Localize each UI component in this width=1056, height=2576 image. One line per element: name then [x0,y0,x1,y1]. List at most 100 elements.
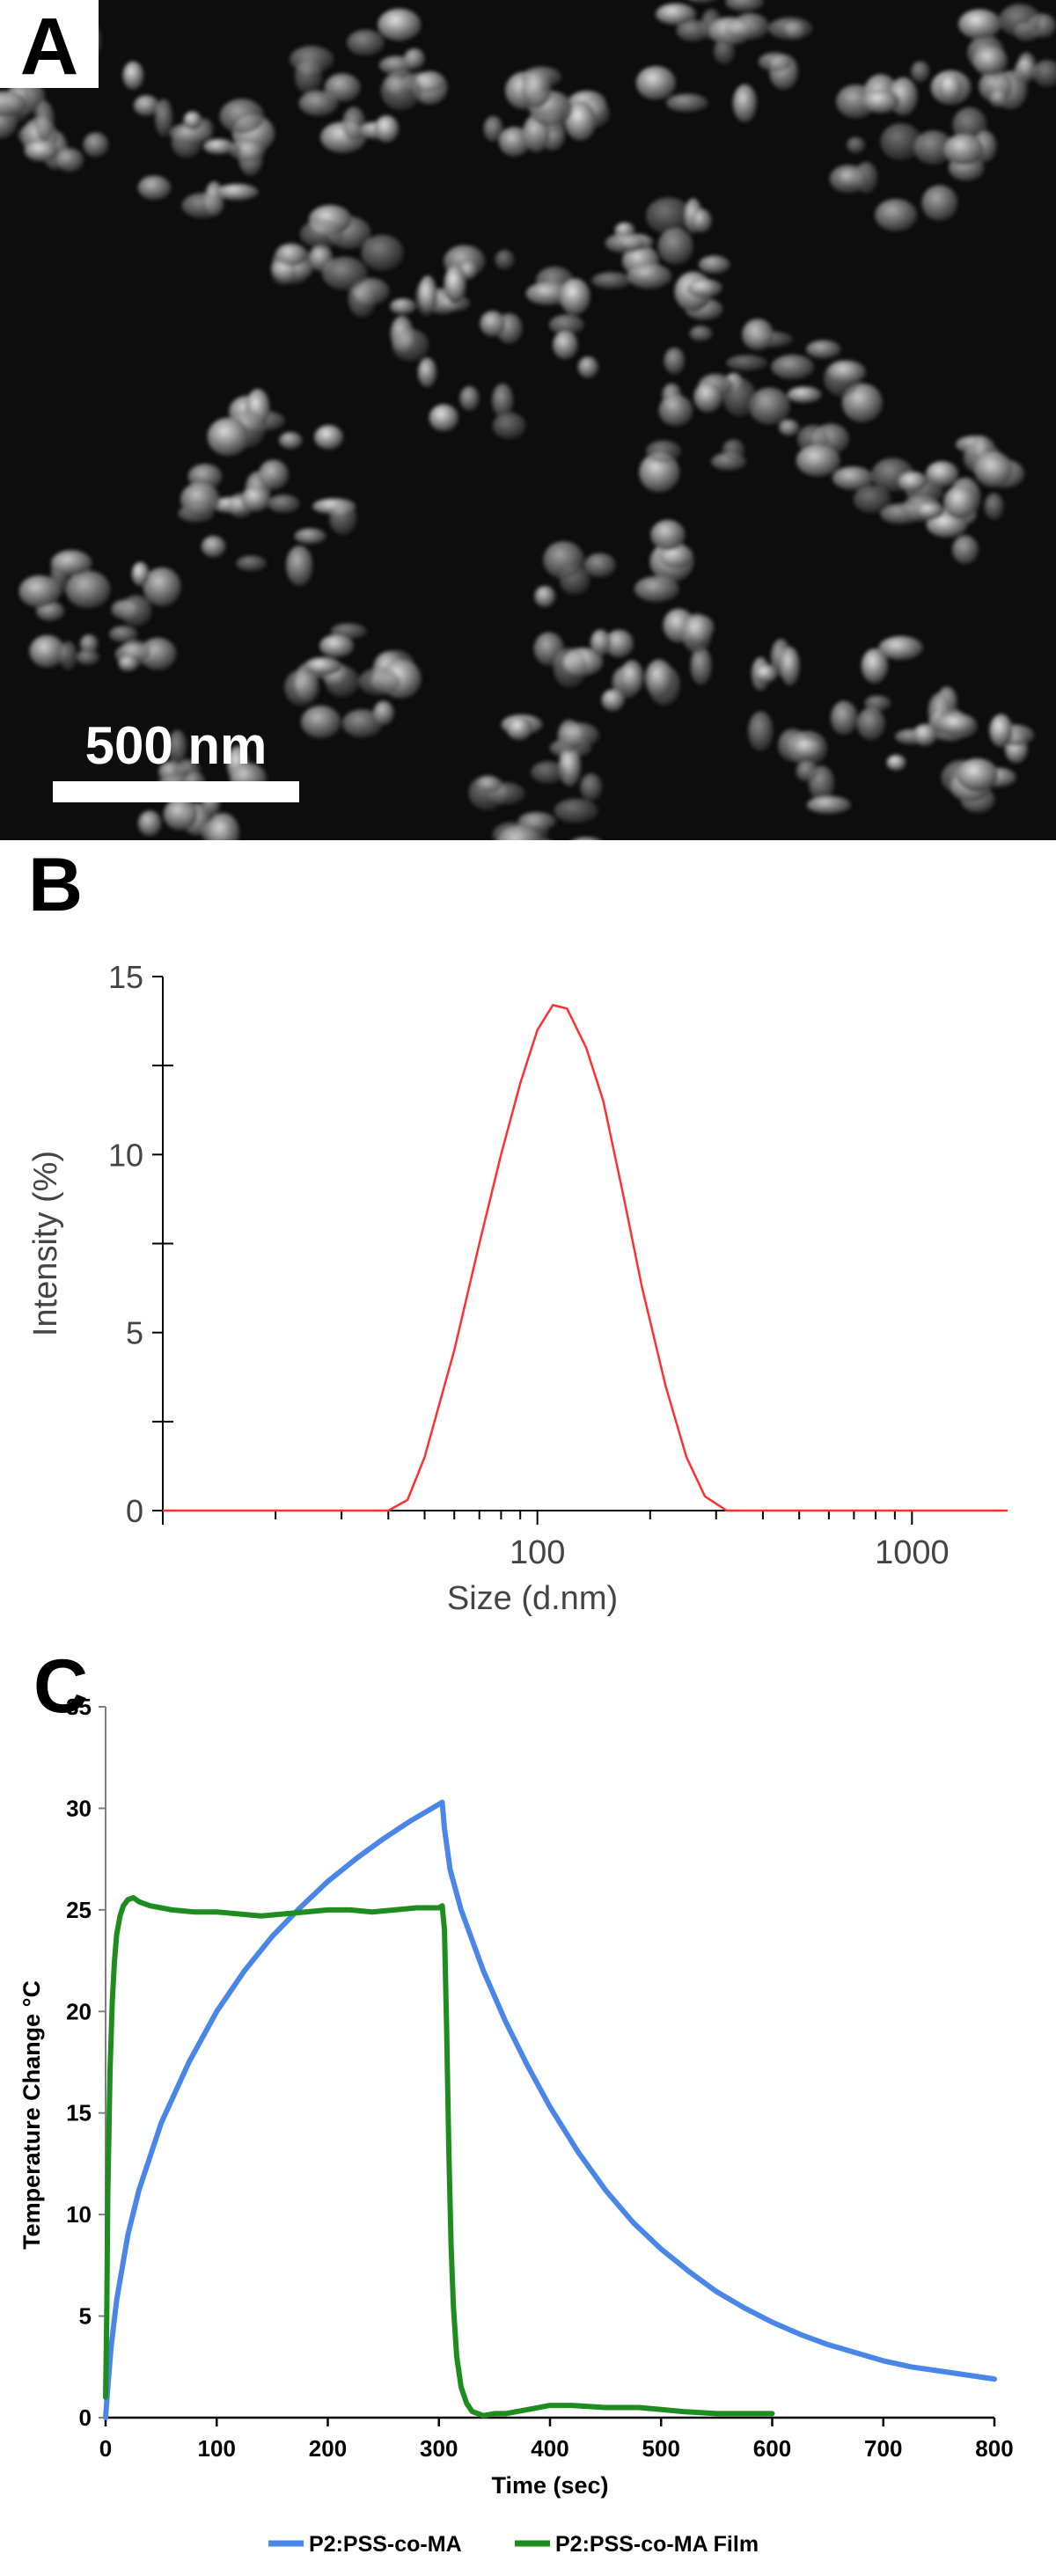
sem-particle [294,59,323,94]
sem-particle [692,209,712,233]
sem-particle [392,328,429,362]
sem-particle [301,705,341,739]
sem-particle [780,647,800,686]
sem-particle [875,199,917,231]
sem-particle [591,272,633,289]
sem-particle [483,115,503,143]
sem-particle [862,89,900,113]
sem-particle [18,574,61,608]
sem-particle [753,664,778,684]
sem-particle [958,9,1001,40]
sem-particle [989,89,1008,108]
sem-particle [943,485,978,519]
chart-b-x-tick-label: 100 [510,1534,565,1571]
sem-particle [658,394,693,427]
chart-c-x-tick-label: 500 [642,2435,680,2462]
sem-particle [687,0,715,4]
sem-particle [324,73,361,102]
scale-bar-label: 500 nm [85,716,268,775]
sem-particle [999,4,1041,37]
sem-particle [856,707,886,741]
sem-particle [498,127,531,157]
sem-particle [913,130,953,165]
chart-b: B 0 5 10 15 100 1000 Size (d.nm) Intensity (%… [27,843,1008,1617]
sem-particle [34,100,55,142]
sem-particle [322,256,368,290]
sem-particle [690,647,713,685]
sem-particle [779,419,800,436]
chart-c-series-line-1 [103,1799,997,2420]
sem-particle [984,493,1004,521]
sem-particle [886,754,906,772]
sem-particle [347,29,385,56]
sem-particle [693,381,722,413]
chart-c-series-line-2 [103,1895,775,2419]
sem-particle [480,311,506,337]
sem-particle [935,713,976,735]
sem-particle [525,282,571,306]
chart-c-x-tick-label: 200 [309,2435,347,2462]
sem-particle [496,825,542,840]
chart-c-y-tick-label: 0 [79,2404,92,2431]
sem-particle [284,669,320,706]
sem-particle [534,585,556,608]
sem-particle [0,91,27,117]
sem-particle [665,93,708,113]
sem-particle [517,811,556,831]
sem-particle [644,659,673,698]
sem-particle [271,259,297,286]
sem-particle [913,723,937,746]
sem-particle [713,39,736,65]
sem-particle [771,355,815,380]
sem-particle [827,360,867,384]
sem-particle [122,61,144,91]
sem-particle [476,775,502,793]
chart-c-x-tick-label: 400 [531,2435,568,2462]
sem-particle [492,412,526,440]
sem-particle [553,330,578,360]
sem-particle [911,61,930,83]
sem-particle [131,561,150,587]
chart-c-y-tick-label: 25 [66,1897,92,1923]
sem-particle [657,228,694,265]
sem-particle [241,486,270,512]
sem-particle [79,634,99,655]
sem-particle [564,100,597,141]
sem-particle [83,132,109,157]
sem-particle [137,175,172,201]
sem-particle [921,185,958,222]
sem-particle [926,461,959,487]
sem-particle [724,18,763,39]
sem-particle [118,655,139,672]
sem-particle [758,52,792,72]
sem-particle [1016,52,1037,80]
sem-particle [767,17,813,40]
sem-particle [878,636,922,661]
chart-c: C 0 5 10 15 20 25 30 35 0 100 200 300 400 500 600 700 80… [18,1644,1014,2557]
sem-particle [133,95,159,116]
sem-particle [181,193,224,219]
sem-particle [832,466,874,491]
chart-c-y-axis-label: Temperature Change °C [18,1980,45,2250]
sem-particle [915,501,944,520]
chart-c-x-tick-label: 300 [420,2435,458,2462]
sem-particle [543,541,584,579]
sem-micrograph: A 500 nm [0,0,1056,840]
chart-c-legend-label: P2:PSS-co-MA Film [555,2532,759,2557]
sem-particle [65,570,111,609]
sem-particle [664,347,686,375]
sem-particle [203,138,235,155]
sem-particle [796,761,818,782]
panel-c-label: C [33,1644,88,1729]
sem-particle [531,761,566,784]
chart-c-legend-label: P2:PSS-co-MA [309,2532,462,2557]
sem-particle [635,66,677,100]
chart-c-y-tick-label: 10 [66,2201,92,2228]
sem-particle [938,72,963,103]
sem-particle [601,689,625,712]
panel-a-label: A [20,2,78,91]
sem-particle [348,280,377,318]
sem-particle [216,183,259,201]
sem-particle [207,417,250,457]
sem-particle [55,148,84,172]
